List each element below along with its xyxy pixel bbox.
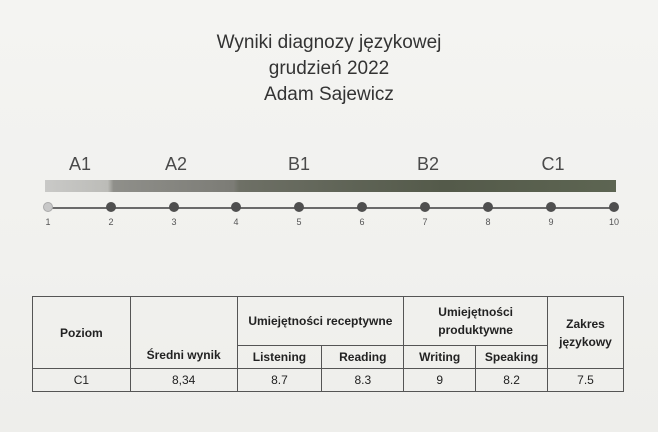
report-header: Wyniki diagnozy językowej grudzień 2022 … <box>0 30 658 108</box>
report-date: grudzień 2022 <box>268 58 390 79</box>
level-gradient-bar <box>45 180 616 192</box>
scale-label-2: 2 <box>108 217 114 227</box>
cell-sredni-wynik: 8,34 <box>129 368 238 392</box>
scale-label-1: 1 <box>45 217 51 227</box>
header-listening: Listening <box>236 345 323 369</box>
scale-tick-3 <box>169 202 179 212</box>
table-row: C1 8,34 8.7 8.3 9 8.2 7.5 <box>32 368 624 392</box>
scale-tick-2 <box>106 202 116 212</box>
student-name: Adam Sajewicz <box>264 84 394 105</box>
scale-label-7: 7 <box>422 217 428 227</box>
scale-label-8: 8 <box>485 217 491 227</box>
level-label-b2: B2 <box>416 154 440 174</box>
cell-zakres: 7.5 <box>547 368 624 392</box>
cefr-level-labels: A1 A2 B1 B2 C1 <box>45 154 616 178</box>
table-header-row: Poziom Średni wynik Umiejętności recepty… <box>32 296 624 369</box>
scale-label-10: 10 <box>608 217 620 227</box>
cell-speaking: 8.2 <box>475 368 549 392</box>
scale-tick-4 <box>231 202 241 212</box>
header-writing: Writing <box>403 345 477 369</box>
header-sredni-wynik: Średni wynik <box>129 296 238 369</box>
level-label-b1: B1 <box>287 154 311 174</box>
scale-tick-8 <box>483 202 493 212</box>
scale-label-5: 5 <box>296 217 302 227</box>
scale-label-6: 6 <box>359 217 365 227</box>
header-poziom: Poziom <box>32 296 131 369</box>
header-speaking: Speaking <box>475 345 549 369</box>
scale-tick-10 <box>609 202 619 212</box>
header-zakres-jezykowy: Zakres językowy <box>547 296 624 369</box>
scale-tick-9 <box>546 202 556 212</box>
cell-listening: 8.7 <box>236 368 323 392</box>
scale-tick-6 <box>357 202 367 212</box>
scale-tick-1 <box>43 202 53 212</box>
scale-label-4: 4 <box>233 217 239 227</box>
scale-label-9: 9 <box>548 217 554 227</box>
header-receptive-skills: Umiejętności receptywne <box>236 296 405 346</box>
scale-label-3: 3 <box>171 217 177 227</box>
header-productive-skills: Umiejętności produktywne <box>403 296 549 346</box>
table-subheader-row: Listening Reading Writing Speaking <box>33 345 624 369</box>
score-scale: 1 2 3 4 5 6 7 8 9 10 <box>43 200 620 230</box>
header-reading: Reading <box>321 345 405 369</box>
scale-tick-5 <box>294 202 304 212</box>
cell-poziom: C1 <box>32 368 131 392</box>
results-table: Poziom Średni wynik Umiejętności recepty… <box>32 296 624 392</box>
cell-writing: 9 <box>403 368 477 392</box>
scale-line <box>48 207 613 209</box>
cell-reading: 8.3 <box>321 368 405 392</box>
report-title: Wyniki diagnozy językowej <box>216 32 442 53</box>
level-label-a1: A1 <box>68 154 92 174</box>
scale-tick-7 <box>420 202 430 212</box>
level-label-c1: C1 <box>541 154 565 174</box>
level-label-a2: A2 <box>164 154 188 174</box>
